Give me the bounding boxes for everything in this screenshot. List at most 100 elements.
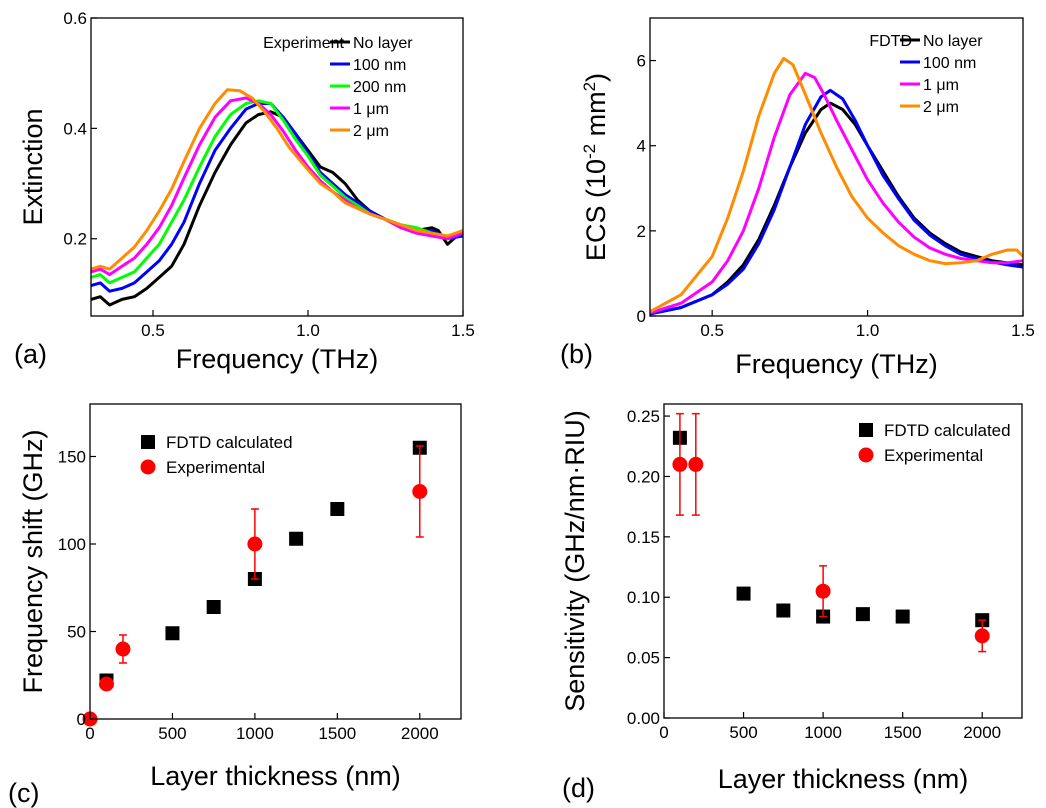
- square-marker: [289, 531, 304, 546]
- x-axis-label: Layer thickness (nm): [718, 764, 969, 794]
- legend-label: FDTD calculated: [884, 421, 1011, 440]
- y-axis-label: ECS (10-2 mm2): [580, 73, 611, 261]
- x-axis-label: Frequency (THz): [176, 344, 379, 374]
- y-tick-label: 0.2: [63, 230, 87, 249]
- series-line-1: [91, 102, 463, 293]
- ylabel-mid: mm: [581, 91, 611, 143]
- legend-label: FDTD calculated: [166, 433, 293, 452]
- y-tick-label: 0.20: [627, 467, 660, 486]
- legend-title: FDTD: [869, 33, 912, 50]
- y-tick-label: 4: [637, 137, 646, 156]
- legend-swatch: [140, 459, 156, 475]
- y-tick-label: 0.15: [627, 528, 660, 547]
- y-tick-label: 0: [637, 307, 646, 326]
- y-tick-label: 0.25: [627, 407, 660, 426]
- y-tick-label: 0: [77, 710, 86, 729]
- y-tick-label: 0.10: [627, 588, 660, 607]
- legend-label: 2 μm: [353, 123, 389, 140]
- legend: Experiment No layer 100 nm 200 nm 1 μm 2 μm: [263, 35, 413, 140]
- y-tick-label: 50: [67, 623, 86, 642]
- chart-panel-d: 0 500 1000 1500 2000 0.00 0.05 0.10 0.15 0.20 0.25…: [560, 403, 1023, 803]
- x-tick-label: 500: [729, 723, 757, 742]
- circle-marker: [974, 628, 990, 644]
- series-line-2: [650, 71, 1023, 315]
- y-axis-label: Sensitivity (GHz/nm·RIU): [560, 410, 590, 712]
- legend-swatch: [859, 423, 873, 437]
- x-tick-label: 1.0: [856, 321, 880, 340]
- panel-label: (a): [14, 339, 47, 369]
- legend: FDTD calculated Experimental: [858, 421, 1011, 465]
- y-axis-label: Extinction: [18, 108, 48, 225]
- x-tick-label: 1000: [804, 723, 842, 742]
- x-tick-label: 2000: [963, 723, 1001, 742]
- square-marker: [776, 603, 791, 618]
- square-marker: [165, 626, 180, 641]
- y-tick-label: 6: [637, 52, 646, 71]
- y-tick-label: 0.05: [627, 649, 660, 668]
- legend-label: 2 μm: [923, 99, 959, 116]
- y-axis-label: Frequency shift (GHz): [18, 429, 48, 693]
- y-tick-label: 0.00: [627, 709, 660, 728]
- x-tick-label: 1.5: [451, 321, 475, 340]
- x-tick-label: 1.5: [1011, 321, 1035, 340]
- y-tick-label: 0.4: [63, 119, 87, 138]
- legend-label: Experimental: [884, 446, 983, 465]
- series-line-4: [91, 88, 463, 271]
- x-tick-label: 2000: [401, 724, 439, 743]
- circle-marker: [247, 536, 263, 552]
- ylabel-sup2: 2: [580, 82, 599, 91]
- x-tick-label: 0.5: [141, 321, 165, 340]
- square-marker: [206, 600, 221, 614]
- square-marker: [855, 607, 870, 622]
- chart-panel-c: 0 500 1000 1500 2000 0 50 100 150 Layer thickness…: [8, 403, 462, 808]
- series-line-3: [91, 96, 463, 277]
- x-tick-label: 0: [85, 724, 94, 743]
- circle-marker: [672, 456, 688, 472]
- series-line-0: [91, 110, 463, 307]
- ylabel-end: ): [581, 73, 611, 82]
- legend-swatch: [858, 447, 874, 463]
- ylabel-sup1: -2: [580, 144, 599, 159]
- legend-label: 200 nm: [353, 79, 406, 96]
- series-line-0: [650, 101, 1023, 316]
- panel-label: (b): [560, 339, 593, 369]
- y-tick-label: 100: [58, 535, 86, 554]
- legend: FDTD calculated Experimental: [140, 433, 293, 477]
- legend-label: 100 nm: [353, 57, 406, 74]
- legend-label: Experimental: [166, 458, 265, 477]
- plot-frame: [663, 403, 1023, 719]
- square-marker: [736, 586, 751, 601]
- legend-label: No layer: [923, 33, 983, 50]
- y-tick-label: 0.6: [63, 9, 87, 28]
- x-tick-label: 1500: [318, 724, 356, 743]
- chart-panel-a: 0.5 1.0 1.5 0.2 0.4 0.6 Frequency (THz) Extinct…: [14, 9, 475, 374]
- legend-label: 1 μm: [923, 77, 959, 94]
- x-tick-label: 0: [659, 723, 668, 742]
- x-tick-label: 0.5: [700, 321, 724, 340]
- legend-label: 100 nm: [923, 55, 976, 72]
- chart-panel-b: 0.5 1.0 1.5 0 2 4 6 Frequency (THz) ECS (10-2 mm…: [560, 17, 1035, 379]
- legend-swatch: [141, 435, 155, 449]
- circle-marker: [412, 484, 428, 499]
- panel-label: (c): [8, 778, 39, 808]
- circle-marker: [688, 456, 704, 472]
- circle-marker: [815, 583, 831, 599]
- plot-frame: [89, 403, 462, 720]
- legend-label: 1 μm: [353, 101, 389, 118]
- x-axis-label: Frequency (THz): [735, 349, 938, 379]
- series-line-3: [650, 56, 1023, 314]
- x-tick-label: 1500: [884, 723, 922, 742]
- y-tick-label: 150: [58, 448, 86, 467]
- plot-frame: [649, 17, 1024, 317]
- y-tick-label: 2: [637, 222, 646, 241]
- circle-marker: [115, 641, 131, 657]
- x-tick-label: 500: [158, 724, 186, 743]
- legend-label: No layer: [353, 35, 413, 52]
- legend: FDTD No layer 100 nm 1 μm 2 μm: [869, 33, 983, 116]
- panel-label: (d): [562, 773, 595, 803]
- x-tick-label: 1000: [236, 724, 274, 743]
- square-marker: [330, 502, 345, 516]
- x-axis-label: Layer thickness (nm): [150, 761, 401, 791]
- x-tick-label: 1.0: [296, 321, 320, 340]
